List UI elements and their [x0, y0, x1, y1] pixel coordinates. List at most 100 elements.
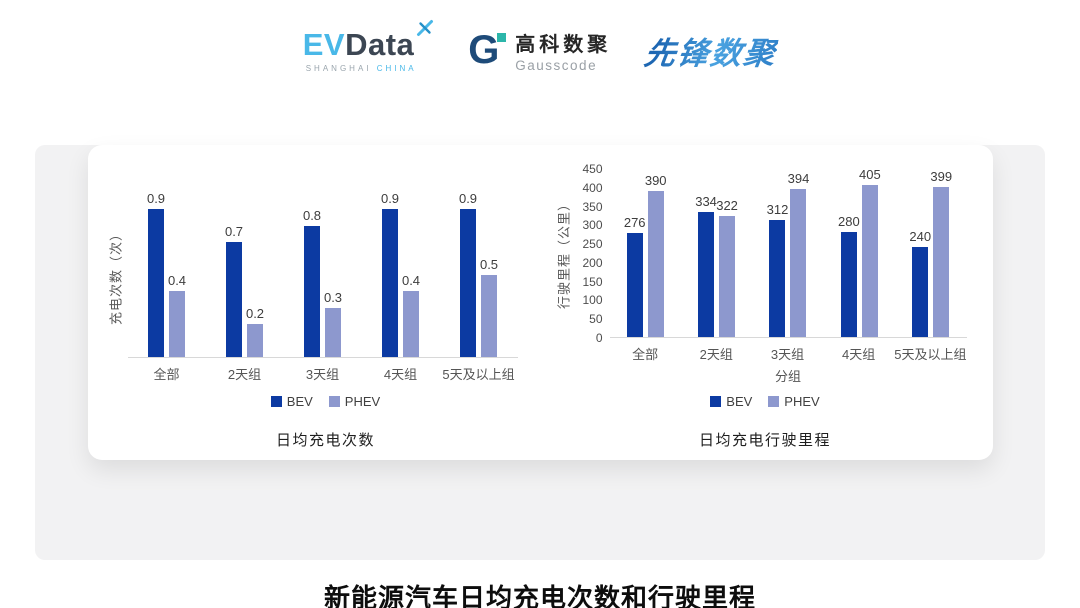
bar-group: 0.9 0.4	[381, 191, 420, 357]
category-label: 4天组	[383, 367, 418, 382]
category-axis: 全部 2天组 3天组 4天组 5天及以上组	[610, 338, 967, 363]
value-label: 0.8	[302, 208, 322, 223]
plot-row: 行驶里程（公里） 0 50 100 150 200 250 300 350 400 450 276…	[550, 162, 981, 345]
legend-label: BEV	[726, 393, 753, 409]
chart-card: 充电次数（次） 0.9 0.4 0.7 0.2 0.8 0.3 0.9 0.4 0.9 0.5 全…	[87, 145, 993, 460]
category-label: 2天组	[699, 347, 733, 362]
category-label: 3天组	[770, 347, 805, 362]
value-label: 390	[644, 173, 667, 188]
legend-swatch	[328, 395, 340, 407]
evdata-logo: EV Data SHANGHAI CHINA	[302, 20, 435, 73]
bar-group: 312 394	[767, 168, 809, 337]
sparkle-x-icon	[417, 20, 434, 36]
value-label: 394	[787, 171, 810, 186]
gausscode-text-block: 高科数聚 Gausscode	[515, 28, 611, 73]
value-label: 240	[909, 229, 932, 244]
legend-swatch	[710, 395, 722, 407]
plot-area: 0.9 0.4 0.7 0.2 0.8 0.3 0.9 0.4 0.9 0.5	[127, 191, 518, 358]
legend-swatch	[270, 395, 282, 407]
chart-panel: 充电次数（次） 0.9 0.4 0.7 0.2 0.8 0.3 0.9 0.4 0.9 0.5 全…	[35, 145, 1045, 560]
y-tick-label: 400	[582, 180, 603, 195]
y-tick-label: 350	[582, 199, 603, 214]
bar-group: 0.9 0.5	[459, 191, 499, 357]
bar-phev: 390	[645, 173, 667, 337]
bar-group: 240 399	[909, 168, 952, 337]
y-tick-label: 0	[595, 331, 603, 345]
value-label: 0.9	[380, 191, 400, 206]
legend: BEV PHEV	[550, 393, 981, 409]
bar-group: 280 405	[838, 167, 881, 337]
bar-phev: 0.4	[402, 273, 420, 357]
category-label: 4天组	[842, 347, 876, 362]
evdata-shanghai-text: SHANGHAI	[305, 64, 372, 73]
bar-phev: 399	[930, 169, 952, 337]
y-tick-label: 250	[582, 237, 603, 252]
legend-item-bev: BEV	[710, 394, 752, 409]
bar-group: 0.7 0.2	[225, 193, 265, 357]
bar-bev: 276	[624, 215, 646, 337]
bar-bev: 334	[695, 194, 717, 337]
plot-area: 276 390 334 322 312 394 280 405 240 399	[609, 167, 967, 338]
gausscode-en-text: Gausscode	[515, 57, 598, 73]
value-label: 399	[930, 169, 953, 184]
y-tick-label: 100	[582, 293, 603, 308]
evdata-wordmark: EV Data	[302, 20, 435, 63]
category-label: 5天及以上组	[442, 367, 515, 382]
chart-daily-driving-distance: 行驶里程（公里） 0 50 100 150 200 250 300 350 400 450 276…	[550, 145, 993, 460]
y-tick-label: 300	[582, 218, 603, 233]
legend-label: PHEV	[784, 393, 820, 409]
legend-label: BEV	[286, 393, 313, 409]
legend-item-bev: BEV	[270, 393, 313, 409]
value-label: 312	[766, 202, 789, 217]
bar-group: 0.9 0.4	[147, 191, 186, 357]
value-label: 405	[859, 167, 881, 182]
evdata-china-text: CHINA	[376, 64, 417, 73]
bar-bev: 0.9	[459, 191, 477, 357]
category-label: 5天及以上组	[894, 347, 967, 362]
bar-bev: 0.7	[225, 224, 243, 357]
value-label: 0.9	[146, 191, 166, 206]
bar-bev: 280	[838, 214, 860, 337]
bar-bev: 312	[767, 202, 788, 337]
bar-group: 0.8 0.3	[303, 193, 342, 357]
header-logos: EV Data SHANGHAI CHINA G 高科数聚 Gausscode 先…	[0, 0, 1080, 100]
plot-row: 充电次数（次） 0.9 0.4 0.7 0.2 0.8 0.3 0.9 0.4 0.9 0.5	[102, 191, 550, 358]
xianfeng-logo: 先锋数聚	[642, 28, 780, 73]
value-label: 0.9	[458, 191, 478, 206]
value-label: 0.3	[323, 290, 343, 305]
bar-phev: 405	[859, 167, 881, 337]
value-label: 0.2	[245, 306, 265, 321]
gausscode-teal-square	[497, 33, 507, 42]
bar-bev: 0.9	[147, 191, 165, 357]
legend-item-phev: PHEV	[328, 393, 381, 409]
legend-item-phev: PHEV	[768, 393, 820, 409]
value-label: 0.4	[167, 273, 187, 288]
y-axis-title-text: 充电次数（次）	[108, 226, 123, 325]
value-label: 280	[838, 214, 860, 229]
y-tick-label: 450	[582, 162, 603, 176]
y-tick-label: 200	[582, 255, 603, 270]
legend-label: PHEV	[344, 393, 381, 409]
chart-title: 日均充电次数	[275, 432, 375, 449]
value-label: 0.4	[401, 273, 421, 288]
bar-bev: 240	[909, 229, 931, 337]
bar-bev: 0.8	[303, 208, 321, 357]
x-axis-title: 分组	[774, 369, 801, 384]
value-label: 0.5	[479, 257, 499, 272]
category-axis: 全部 2天组 3天组 4天组 5天及以上组	[128, 358, 518, 383]
y-tick-label: 150	[582, 274, 603, 289]
bar-phev: 0.3	[324, 290, 342, 357]
bar-phev: 0.4	[168, 273, 186, 357]
evdata-ev-text: EV	[302, 27, 346, 62]
y-axis-title: 充电次数（次）	[102, 193, 128, 358]
y-axis-ticks: 0 50 100 150 200 250 300 350 400 450	[576, 162, 610, 345]
gausscode-cn-text: 高科数聚	[515, 33, 612, 56]
gausscode-logo: G 高科数聚 Gausscode	[468, 28, 611, 73]
y-axis-title-text: 行驶里程（公里）	[556, 196, 571, 310]
gausscode-g-icon: G	[468, 30, 507, 70]
category-label: 全部	[153, 367, 180, 382]
chart-daily-charging-times: 充电次数（次） 0.9 0.4 0.7 0.2 0.8 0.3 0.9 0.4 0.9 0.5 全…	[88, 145, 550, 460]
value-label: 276	[623, 215, 646, 230]
bar-bev: 0.9	[381, 191, 399, 357]
value-label: 334	[695, 194, 717, 209]
